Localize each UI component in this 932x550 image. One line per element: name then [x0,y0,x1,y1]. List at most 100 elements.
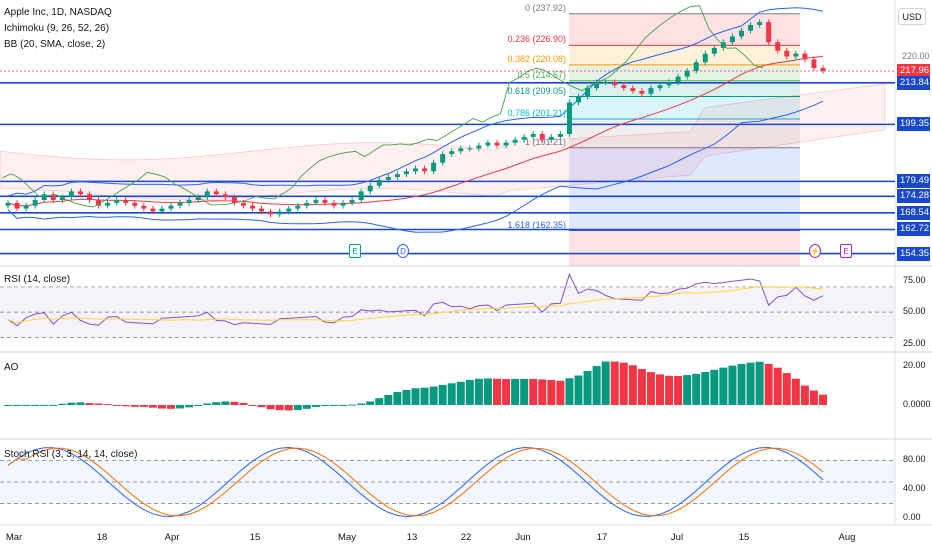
time-axis-label-6: 22 [460,532,472,543]
candle-49 [449,151,455,155]
candle-34 [313,200,319,203]
time-axis-label-7: Jun [515,532,531,543]
ao-bar-44 [402,389,411,405]
time-axis-label-0: Mar [5,532,23,543]
candle-5 [50,194,56,200]
candle-56 [512,139,518,143]
legend-symbol-text: Apple Inc, 1D, NASDAQ [4,7,112,18]
candle-44 [403,171,409,175]
ao-bar-18 [167,405,175,409]
candle-55 [503,142,509,146]
ao-bar-69 [628,365,637,405]
ao-bar-65 [592,366,601,405]
fib-label-6: 1 (191.21) [524,136,566,147]
event-marker-0[interactable]: E [349,244,361,258]
legend-symbol: Apple Inc, 1D, NASDAQ [4,6,112,19]
fib-zone-3 [569,80,800,97]
legend-ichimoku[interactable]: Ichimoku (9, 26, 52, 26) [4,22,109,35]
time-axis-label-5: 13 [406,532,418,543]
candle-58 [530,134,536,137]
candle-17 [159,208,165,212]
ao-bar-77 [701,371,710,405]
candle-67 [612,82,618,86]
ao-bar-60 [547,380,556,405]
ao-bar-88 [800,385,809,405]
candle-46 [422,168,428,172]
time-axis-label-4: May [338,532,356,543]
ao-bar-2 [22,405,31,406]
ao-bar-49 [447,383,456,405]
ao-bar-68 [619,362,628,405]
stoch-tick-2: 0.00 [903,512,921,522]
rsi-label: RSI (14, close) [4,274,71,285]
ao-bar-40 [366,401,375,405]
candle-27 [250,205,255,209]
ao-bar-53 [483,378,492,405]
ao-bar-66 [601,361,610,405]
candle-11 [105,202,111,206]
ao-bar-35 [320,405,329,406]
ao-bar-24 [221,401,230,405]
candle-33 [304,202,310,206]
candle-74 [675,76,681,83]
candle-41 [376,179,382,186]
candle-82 [748,24,754,31]
ao-bar-9 [85,403,94,405]
bb-lower [7,100,824,233]
legend-bb[interactable]: BB (20, SMA, close, 2) [4,38,105,51]
ao-bar-86 [782,373,791,405]
fib-label-5: 0.786 (201.21) [507,108,566,119]
time-axis-label-2: Apr [164,532,180,543]
ao-bar-72 [656,374,664,405]
ao-bar-41 [375,398,384,405]
fib-zone-0 [569,13,800,46]
candle-57 [521,136,527,140]
ao-bar-84 [764,363,773,405]
ao-bar-29 [266,405,275,410]
candle-51 [467,148,473,150]
candle-65 [594,82,600,89]
ao-bar-57 [520,378,529,405]
ao-tick-1: 0.0000 [903,399,931,409]
candle-0 [5,202,11,206]
event-marker-3[interactable]: E [840,244,852,258]
bb-upper [7,7,824,197]
ao-bar-26 [239,402,248,405]
candle-63 [576,96,581,103]
ao-bar-19 [176,405,185,409]
ao-bar-13 [121,405,130,407]
candle-70 [639,90,645,94]
price-axis-label: 220.00 [902,51,930,62]
ao-bar-51 [465,379,474,405]
stoch-d-line [7,447,824,517]
price-tag-1: 199.35 [897,117,930,132]
ao-bar-59 [538,379,547,405]
ao-bar-47 [429,386,438,405]
candle-53 [485,142,491,146]
candle-81 [739,30,744,37]
candle-4 [41,194,47,200]
candle-60 [548,136,554,140]
ao-label: AO [4,362,19,373]
ao-bar-5 [49,404,58,406]
ao-bar-55 [502,379,511,405]
candle-14 [132,202,138,206]
event-marker-2[interactable]: ⚡ [809,244,821,258]
time-axis-label-8: 17 [596,532,608,543]
ao-bar-20 [185,405,194,408]
ao-bar-46 [420,387,429,405]
candle-18 [168,205,174,209]
candle-22 [204,191,210,198]
candle-32 [295,205,301,209]
price-tag-4: 168.54 [897,205,930,220]
fib-label-2: 0.382 (220.08) [507,53,566,64]
bb-basis [7,55,824,207]
ao-bar-58 [529,378,538,405]
rsi-tick-0: 75.00 [903,274,926,285]
currency-button[interactable]: USD [898,8,926,25]
price-tag-6: 154.35 [897,246,930,261]
ao-bar-38 [348,404,357,406]
event-marker-1[interactable]: D [397,244,409,258]
candle-3 [32,200,38,206]
